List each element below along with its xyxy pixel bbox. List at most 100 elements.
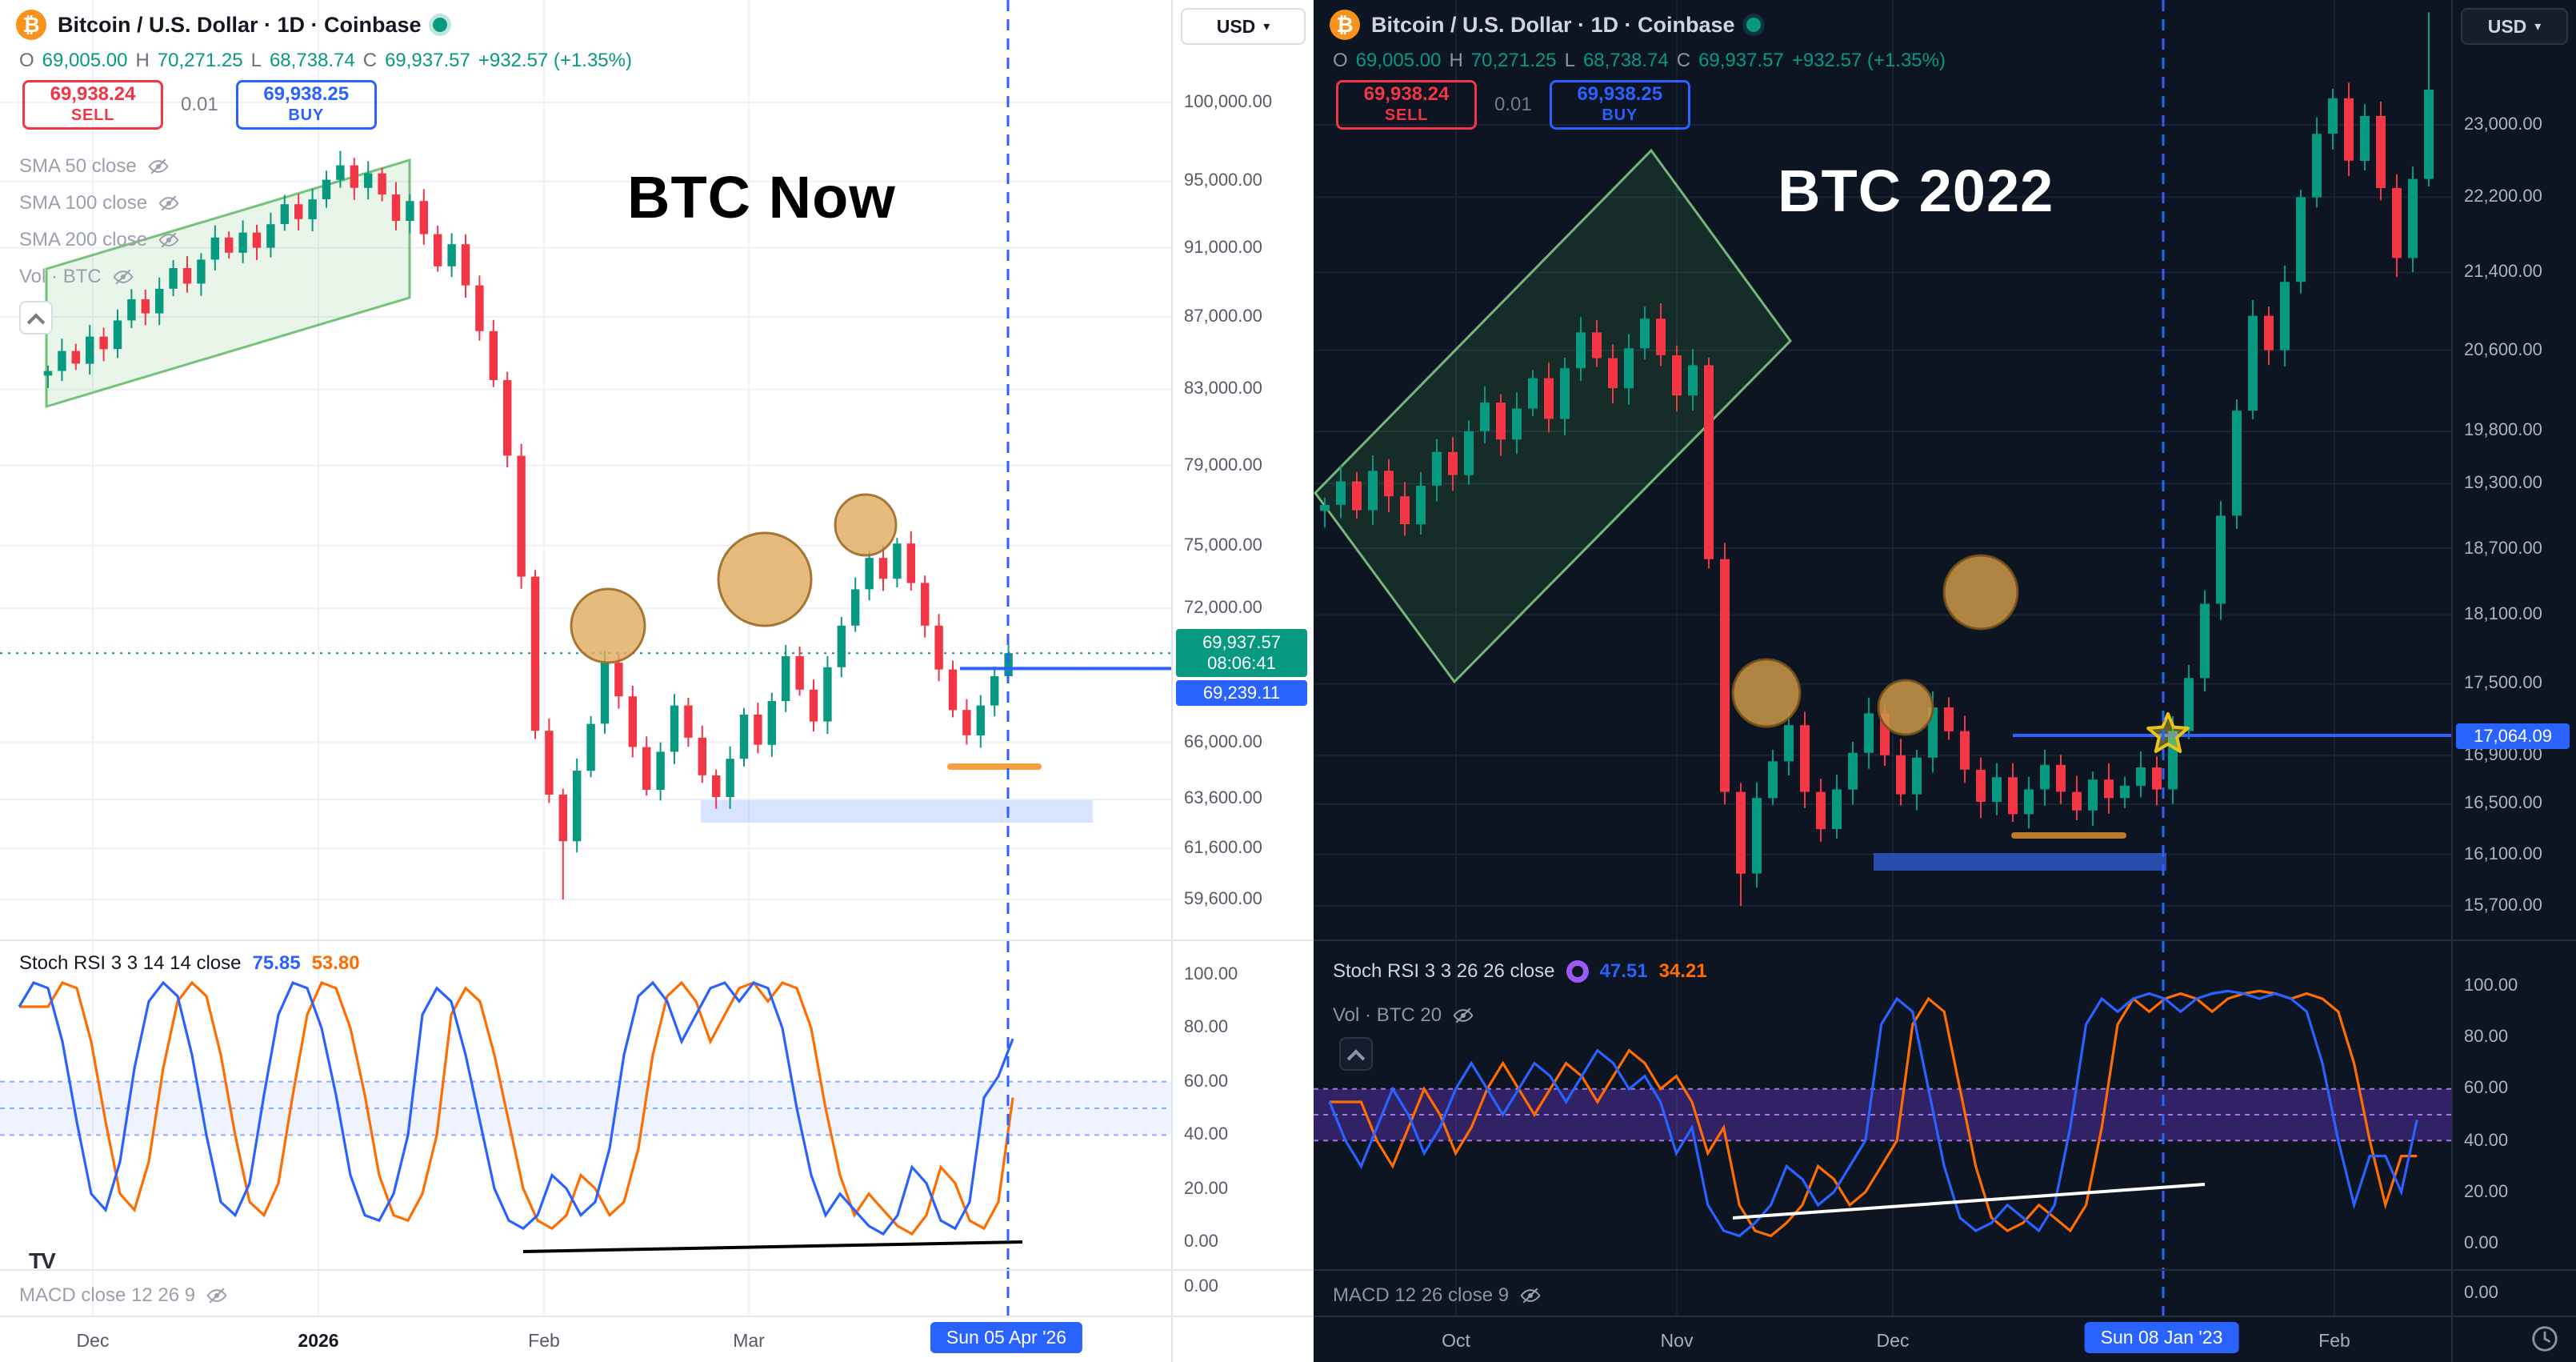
current-price-badge: 69,937.57 08:06:41 bbox=[1176, 629, 1307, 677]
indicator-timeframe-icon[interactable] bbox=[1566, 960, 1589, 983]
currency-selector[interactable]: USD ▾ bbox=[1181, 8, 1306, 45]
indicator-label: SMA 100 close bbox=[19, 192, 148, 214]
price-line-value: 17,064.09 bbox=[2474, 726, 2552, 746]
indicator-legend-volume[interactable]: Vol · BTC bbox=[19, 262, 135, 291]
macd-label: MACD 12 26 close 9 bbox=[1333, 1284, 1510, 1306]
price-axis-label: 72,000.00 bbox=[1184, 597, 1262, 617]
currency-label: USD bbox=[1216, 15, 1256, 37]
time-axis-label: Dec bbox=[1876, 1330, 1910, 1351]
candlestick-chart-btc-2022[interactable] bbox=[1314, 0, 2451, 1316]
eye-off-icon[interactable] bbox=[205, 1284, 229, 1308]
low-label: L bbox=[250, 50, 262, 71]
bar-countdown: 08:06:41 bbox=[1207, 653, 1276, 673]
price-axis-label: 63,600.00 bbox=[1184, 787, 1262, 807]
indicator-axis-label: 20.00 bbox=[1184, 1178, 1229, 1198]
bitcoin-logo-icon: ₿ bbox=[16, 10, 46, 40]
time-axis[interactable]: Oct Nov Dec Feb Sun 08 Jan '23 bbox=[1314, 1317, 2451, 1362]
indicator-axis-label: 0.00 bbox=[1184, 1231, 1218, 1251]
stoch-rsi-legend[interactable]: Stoch RSI 3 3 26 26 close 47.51 34.21 bbox=[1333, 960, 1707, 983]
eye-off-icon[interactable] bbox=[157, 191, 181, 215]
indicator-axis-label: 40.00 bbox=[2464, 1130, 2509, 1150]
pane-divider[interactable] bbox=[0, 939, 1314, 941]
buy-button[interactable]: 69,938.25 BUY bbox=[235, 80, 377, 130]
stoch-k-value: 47.51 bbox=[1599, 960, 1648, 982]
order-quantity[interactable]: 0.01 bbox=[181, 94, 218, 115]
price-line-badge: 69,239.11 bbox=[1176, 680, 1307, 706]
low-value: 68,738.74 bbox=[269, 50, 355, 71]
candlestick-chart-btc-now[interactable] bbox=[0, 0, 1171, 1316]
macd-legend[interactable]: MACD 12 26 close 9 bbox=[1333, 1284, 1542, 1308]
price-axis-label: 91,000.00 bbox=[1184, 237, 1262, 257]
bitcoin-logo-icon: ₿ bbox=[1330, 10, 1360, 40]
high-label: H bbox=[1449, 50, 1463, 71]
indicator-label: SMA 200 close bbox=[19, 229, 148, 250]
time-axis[interactable]: Dec 2026 Feb Mar Sun 05 Apr '26 bbox=[0, 1317, 1171, 1362]
indicator-legend-sma50[interactable]: SMA 50 close bbox=[19, 152, 170, 181]
open-label: O bbox=[1333, 50, 1348, 71]
current-price: 69,937.57 bbox=[1202, 632, 1281, 652]
clock-icon[interactable] bbox=[2530, 1324, 2560, 1354]
legend-collapse-button[interactable] bbox=[1339, 1037, 1373, 1071]
chevron-down-icon: ▾ bbox=[2534, 20, 2542, 34]
time-axis-date-badge: Sun 08 Jan '23 bbox=[2084, 1322, 2239, 1353]
order-quantity[interactable]: 0.01 bbox=[1494, 94, 1532, 115]
close-value: 69,937.57 bbox=[385, 50, 470, 71]
chart-panel-btc-2022: ₿ Bitcoin / U.S. Dollar · 1D · Coinbase … bbox=[1314, 0, 2451, 1362]
pane-divider[interactable] bbox=[1314, 939, 2576, 941]
stoch-rsi-label: Stoch RSI 3 3 26 26 close bbox=[1333, 960, 1555, 982]
macd-axis-label: 0.00 bbox=[1184, 1276, 1218, 1296]
currency-selector[interactable]: USD ▾ bbox=[2461, 8, 2568, 45]
eye-off-icon[interactable] bbox=[1451, 1003, 1475, 1028]
price-axis-label: 15,700.00 bbox=[2464, 895, 2542, 915]
sell-label: SELL bbox=[70, 106, 115, 124]
time-axis-date-badge: Sun 05 Apr '26 bbox=[930, 1322, 1083, 1353]
eye-off-icon[interactable] bbox=[111, 265, 135, 289]
stoch-rsi-label: Stoch RSI 3 3 14 14 close bbox=[19, 952, 242, 974]
chevron-up-icon bbox=[26, 313, 46, 331]
indicator-legend-sma200[interactable]: SMA 200 close bbox=[19, 226, 181, 254]
buy-label: BUY bbox=[1602, 106, 1638, 124]
stoch-rsi-legend[interactable]: Stoch RSI 3 3 14 14 close 75.85 53.80 bbox=[19, 952, 360, 975]
price-axis-label: 22,200.00 bbox=[2464, 186, 2542, 206]
price-axis-left[interactable]: USD ▾ 100,000.00 95,000.00 91,000.00 87,000… bbox=[1171, 0, 1314, 1362]
macd-legend[interactable]: MACD close 12 26 9 bbox=[19, 1284, 229, 1308]
eye-off-icon[interactable] bbox=[146, 154, 170, 178]
sell-button[interactable]: 69,938.24 SELL bbox=[22, 80, 163, 130]
buy-button[interactable]: 69,938.25 BUY bbox=[1549, 80, 1690, 130]
eye-off-icon[interactable] bbox=[157, 228, 181, 252]
trade-buttons-row: 69,938.24 SELL 0.01 69,938.25 BUY bbox=[1336, 80, 1690, 130]
sell-button[interactable]: 69,938.24 SELL bbox=[1336, 80, 1477, 130]
stoch-d-value: 53.80 bbox=[311, 952, 360, 974]
price-axis-label: 75,000.00 bbox=[1184, 535, 1262, 555]
chart-panel-btc-now: ₿ Bitcoin / U.S. Dollar · 1D · Coinbase … bbox=[0, 0, 1171, 1362]
symbol-title[interactable]: Bitcoin / U.S. Dollar · 1D · Coinbase bbox=[58, 12, 422, 37]
high-value: 70,271.25 bbox=[157, 50, 243, 71]
open-value: 69,005.00 bbox=[42, 50, 128, 71]
indicator-legend-sma100[interactable]: SMA 100 close bbox=[19, 189, 181, 218]
annotation-btc-now: BTC Now bbox=[627, 164, 896, 230]
indicator-axis-label: 0.00 bbox=[2464, 1232, 2498, 1252]
volume-legend[interactable]: Vol · BTC 20 bbox=[1333, 1003, 1475, 1028]
eye-off-icon[interactable] bbox=[1518, 1284, 1542, 1308]
change-value: +932.57 (+1.35%) bbox=[1791, 50, 1946, 71]
pane-divider[interactable] bbox=[1314, 1269, 2576, 1271]
pane-divider[interactable] bbox=[0, 1269, 1314, 1271]
indicator-axis-label: 40.00 bbox=[1184, 1124, 1229, 1144]
price-axis-label: 79,000.00 bbox=[1184, 455, 1262, 475]
price-axis-label: 19,800.00 bbox=[2464, 419, 2542, 439]
price-axis-label: 61,600.00 bbox=[1184, 837, 1262, 857]
stoch-d-value: 34.21 bbox=[1658, 960, 1707, 982]
volume-label: Vol · BTC 20 bbox=[1333, 1004, 1442, 1026]
sell-price: 69,938.24 bbox=[1363, 83, 1450, 105]
indicator-axis-label: 100.00 bbox=[1184, 963, 1238, 983]
price-axis-label: 66,000.00 bbox=[1184, 731, 1262, 751]
symbol-title[interactable]: Bitcoin / U.S. Dollar · 1D · Coinbase bbox=[1371, 12, 1735, 37]
high-value: 70,271.25 bbox=[1470, 50, 1557, 71]
price-axis-right[interactable]: USD ▾ 23,000.00 22,200.00 21,400.00 20,600.… bbox=[2451, 0, 2576, 1362]
price-axis-label: 95,000.00 bbox=[1184, 170, 1262, 190]
trade-buttons-row: 69,938.24 SELL 0.01 69,938.25 BUY bbox=[22, 80, 377, 130]
legend-collapse-button[interactable] bbox=[19, 301, 53, 334]
time-axis-label: Dec bbox=[76, 1330, 110, 1351]
close-value: 69,937.57 bbox=[1698, 50, 1784, 71]
tradingview-logo[interactable]: TV bbox=[29, 1248, 56, 1273]
